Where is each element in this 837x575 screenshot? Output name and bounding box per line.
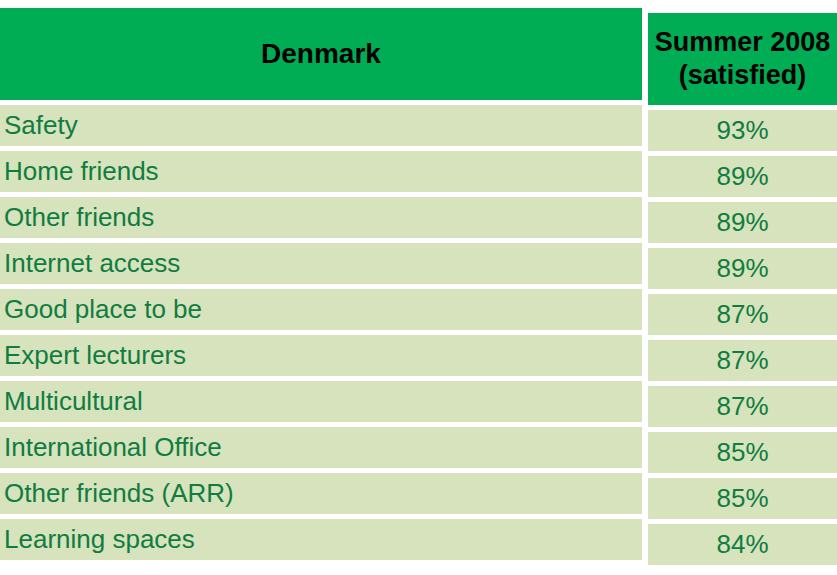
row-label-cell: Expert lecturers [0,335,642,376]
row-value-cell: 89% [648,202,837,243]
header-denmark-label: Denmark [261,38,381,70]
row-value-cell: 85% [648,478,837,519]
row-label-cell: Safety [0,105,642,146]
row-label-cell: Other friends (ARR) [0,473,642,514]
row-value-cell: 85% [648,432,837,473]
row-label-cell: Internet access [0,243,642,284]
row-value-cell: 93% [648,110,837,151]
satisfaction-table-values-column: Summer 2008 (satisfied) 93% 89% 89% 89% 87% 8… [648,13,837,570]
satisfaction-table-labels-column: Denmark Safety Home friends Other friends I… [0,8,642,565]
header-summer-line1: Summer 2008 [655,26,831,59]
row-value-cell: 84% [648,524,837,565]
row-label-cell: Other friends [0,197,642,238]
row-label-cell: Good place to be [0,289,642,330]
row-label-cell: Home friends [0,151,642,192]
row-value-cell: 87% [648,340,837,381]
header-cell-denmark: Denmark [0,8,642,100]
header-summer-line2: (satisfied) [679,59,807,92]
row-value-cell: 87% [648,386,837,427]
row-label-cell: International Office [0,427,642,468]
row-value-cell: 89% [648,156,837,197]
row-value-cell: 89% [648,248,837,289]
header-cell-summer-2008: Summer 2008 (satisfied) [648,13,837,105]
row-label-cell: Multicultural [0,381,642,422]
row-value-cell: 87% [648,294,837,335]
row-label-cell: Learning spaces [0,519,642,560]
